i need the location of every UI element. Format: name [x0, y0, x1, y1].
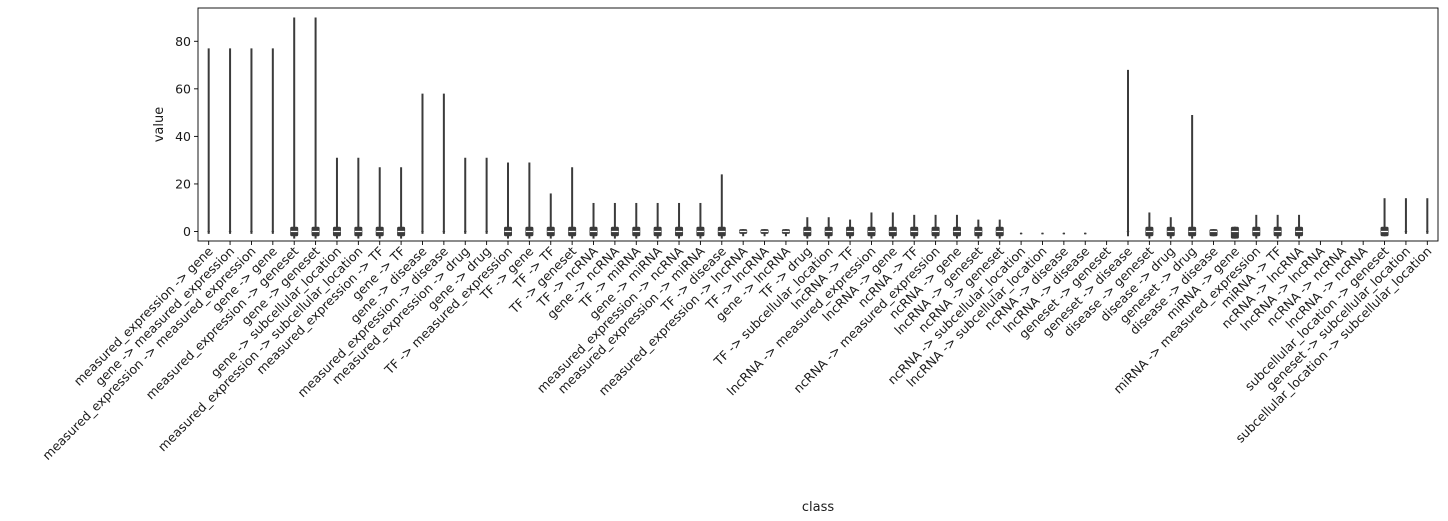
violin-box — [1126, 230, 1130, 233]
violin-box — [1084, 232, 1087, 235]
plot-frame — [197, 7, 1439, 242]
violin-box — [207, 230, 210, 233]
violin-box — [464, 230, 467, 233]
violin-box — [1209, 229, 1218, 237]
violin-box — [1404, 230, 1408, 233]
violin-box — [1019, 232, 1023, 235]
y-tick-label: 20 — [175, 176, 191, 191]
violin-box — [1062, 232, 1066, 235]
violin-box — [485, 230, 488, 233]
y-tick-label: 40 — [175, 129, 191, 144]
violin-box — [228, 230, 232, 233]
violin-box — [1230, 226, 1239, 239]
violin-box — [442, 230, 446, 233]
y-tick-label: 60 — [175, 81, 191, 96]
violin-box — [271, 230, 275, 233]
y-tick-label: 0 — [183, 224, 191, 239]
violin-box — [250, 230, 253, 233]
violin-box — [1426, 230, 1429, 233]
y-axis-label: value — [152, 107, 167, 143]
x-axis-label: class — [802, 500, 834, 515]
violin-box — [421, 230, 424, 233]
y-tick-label: 80 — [175, 34, 191, 49]
violin-box — [1041, 232, 1044, 235]
